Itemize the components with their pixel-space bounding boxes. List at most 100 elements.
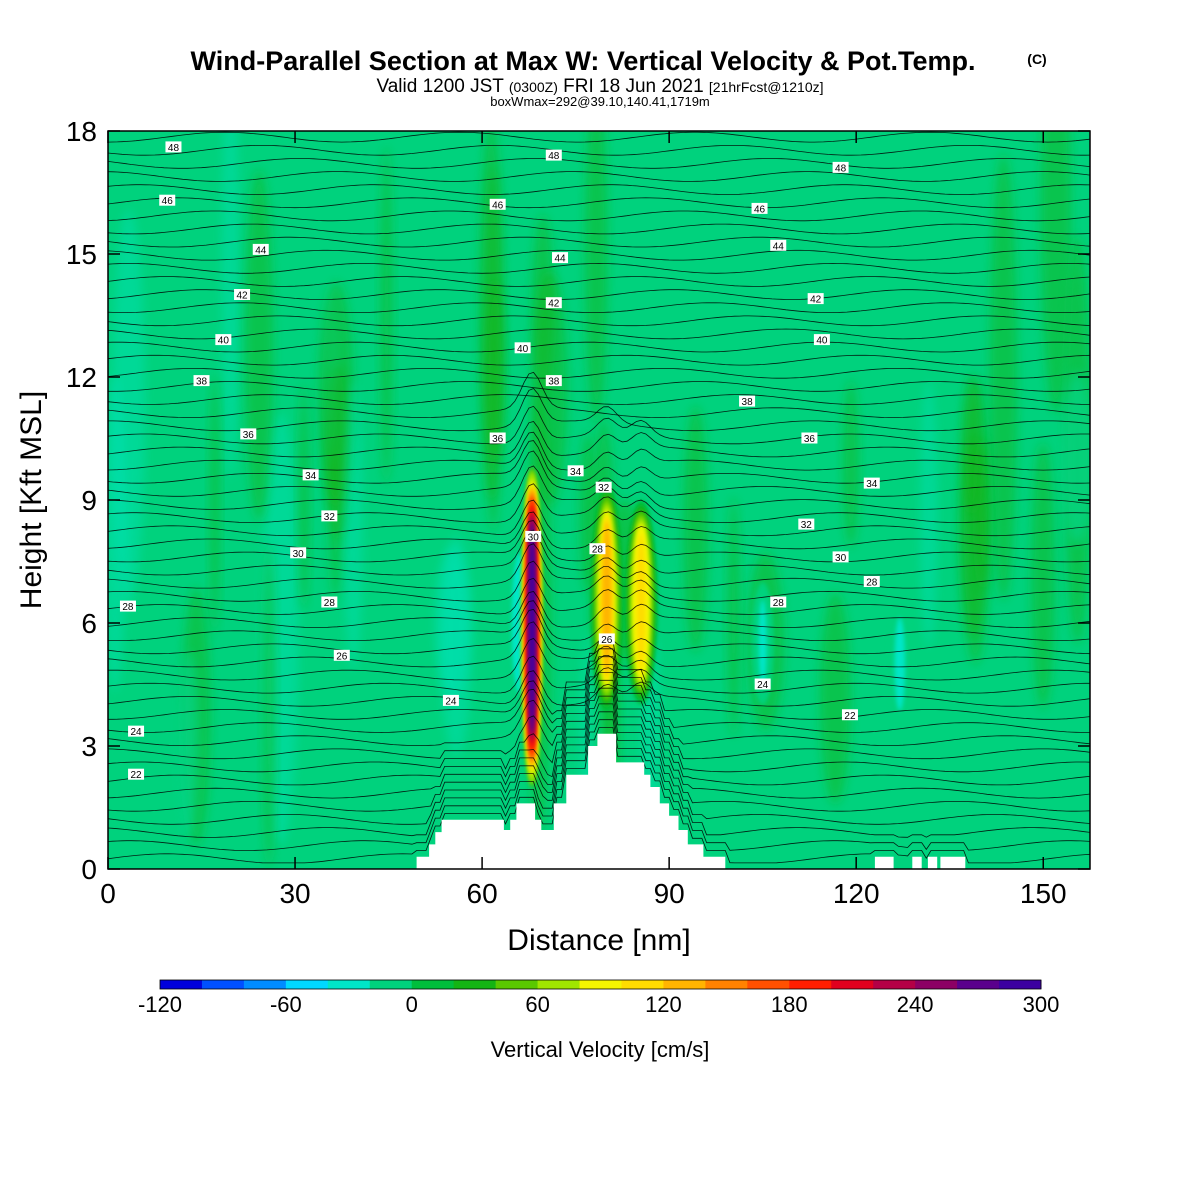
isentrope-label-text: 28 [773, 598, 785, 609]
isentrope-label: 48 [832, 161, 849, 174]
colorbar-swatch [201, 980, 245, 989]
isentrope-label-text: 46 [492, 200, 504, 211]
colorbar-tick-labels: -120 -60 0 60 120 180 240 300 [138, 992, 1059, 1017]
isentrope-label-box [215, 334, 232, 346]
colorbar-tick-label: -60 [270, 992, 302, 1017]
y-tick-label: 15 [66, 239, 97, 270]
isentrope-label-box [841, 709, 858, 721]
subtitle-utc-time: (0300Z) [509, 79, 558, 95]
isentrope-line [108, 621, 1090, 668]
isentrope-line [108, 511, 1090, 550]
isentrope-line [108, 727, 1090, 864]
isentrope-label: 28 [770, 596, 787, 609]
isentrope-label-text: 34 [305, 471, 317, 482]
isentrope-line [108, 711, 1090, 838]
colorbar-swatch [285, 980, 329, 989]
isentrope-line [108, 560, 1090, 602]
isentrope-label-text: 34 [866, 479, 878, 490]
isentrope-line [108, 679, 1090, 786]
isentrope-line [108, 341, 1090, 353]
colorbar [159, 979, 1042, 990]
isentrope-label-box [798, 518, 815, 530]
isentrope-label: 32 [321, 510, 338, 523]
isentrope-label-box [525, 530, 542, 542]
isentrope-label-text: 26 [601, 635, 613, 646]
isentrope-label-box [567, 465, 584, 477]
isentrope-label: 34 [567, 465, 584, 478]
isentrope-label-text: 48 [835, 163, 847, 174]
isentrope-label-text: 44 [554, 254, 566, 265]
colorbar-label: Vertical Velocity [cm/s] [491, 1037, 710, 1062]
x-tick-label: 120 [833, 878, 880, 909]
colorbar-swatch [621, 980, 664, 989]
isentrope-label: 38 [545, 375, 562, 388]
isentrope-line [108, 371, 1090, 418]
isentrope-label: 24 [754, 678, 771, 691]
isentrope-label-box [545, 297, 562, 309]
isentrope-label-text: 46 [162, 196, 174, 207]
isentrope-label-box [751, 202, 768, 214]
velocity-streak [245, 169, 274, 522]
isentrope-label: 34 [863, 477, 880, 490]
isentrope-label: 30 [290, 547, 307, 560]
colorbar-tick-label: -120 [138, 992, 182, 1017]
isentrope-label-text: 24 [445, 696, 457, 707]
isentrope-line [108, 591, 1090, 628]
isentrope-label-text: 28 [866, 578, 878, 589]
isentrope-label-box [234, 289, 251, 300]
isentrope-line [108, 236, 1090, 248]
isentrope-label-text: 46 [754, 204, 766, 215]
isentrope-line [108, 394, 1090, 405]
velocity-streak [585, 131, 608, 423]
isentrope-label-text: 28 [122, 602, 134, 613]
isentrope-label: 26 [598, 633, 615, 646]
isentrope-label: 48 [545, 149, 562, 162]
isentrope-label: 36 [240, 428, 257, 441]
isentrope-label: 36 [489, 432, 506, 445]
isentrope-line [108, 381, 1090, 392]
isentrope-line [108, 354, 1090, 366]
isentrope-label: 40 [514, 342, 531, 355]
velocity-streak [485, 279, 505, 461]
isentrope-line [108, 302, 1090, 313]
isentrope-label-text: 34 [570, 467, 582, 478]
isentrope-line [108, 388, 1090, 432]
isentrope-label-text: 38 [196, 377, 208, 388]
isentrope-label-text: 36 [804, 434, 816, 445]
isentrope-line [108, 648, 1090, 733]
colorbar-frame [159, 979, 1042, 990]
terrain-silhouette [108, 733, 1090, 869]
y-tick-label: 3 [81, 731, 97, 762]
isentrope-label-box [333, 649, 350, 661]
isentrope-line [108, 655, 1090, 694]
isentrope-label-text: 48 [548, 151, 560, 162]
velocity-streak [1031, 442, 1055, 710]
isentrope-label-text: 42 [810, 295, 822, 306]
isentrope-label-box [545, 375, 562, 387]
isentrope-label: 30 [525, 530, 542, 543]
colorbar-tick-label: 0 [406, 992, 418, 1017]
isentrope-label: 44 [252, 243, 269, 256]
isentrope-label: 36 [801, 432, 818, 445]
isentrope-line [108, 450, 1090, 497]
isentrope-label: 22 [841, 709, 858, 722]
isentrope-line [108, 223, 1090, 235]
y-tick-label: 12 [66, 362, 97, 393]
isentrope-line [108, 405, 1090, 445]
isentrope-line [108, 368, 1090, 379]
isentrope-label: 24 [128, 725, 145, 738]
velocity-drafts [508, 467, 912, 787]
isentrope-label-text: 40 [517, 344, 529, 355]
isentrope-label: 28 [589, 543, 606, 556]
isentrope-line [108, 543, 1090, 589]
isentrope-label-box [807, 293, 824, 305]
isentrope-line [108, 695, 1090, 812]
plot-area [108, 131, 1090, 869]
y-tick-label: 18 [66, 116, 97, 147]
velocity-streak [727, 496, 740, 738]
isentrope-line [108, 637, 1090, 681]
isentrope-label: 40 [215, 334, 232, 347]
isentrope-line [108, 499, 1090, 537]
